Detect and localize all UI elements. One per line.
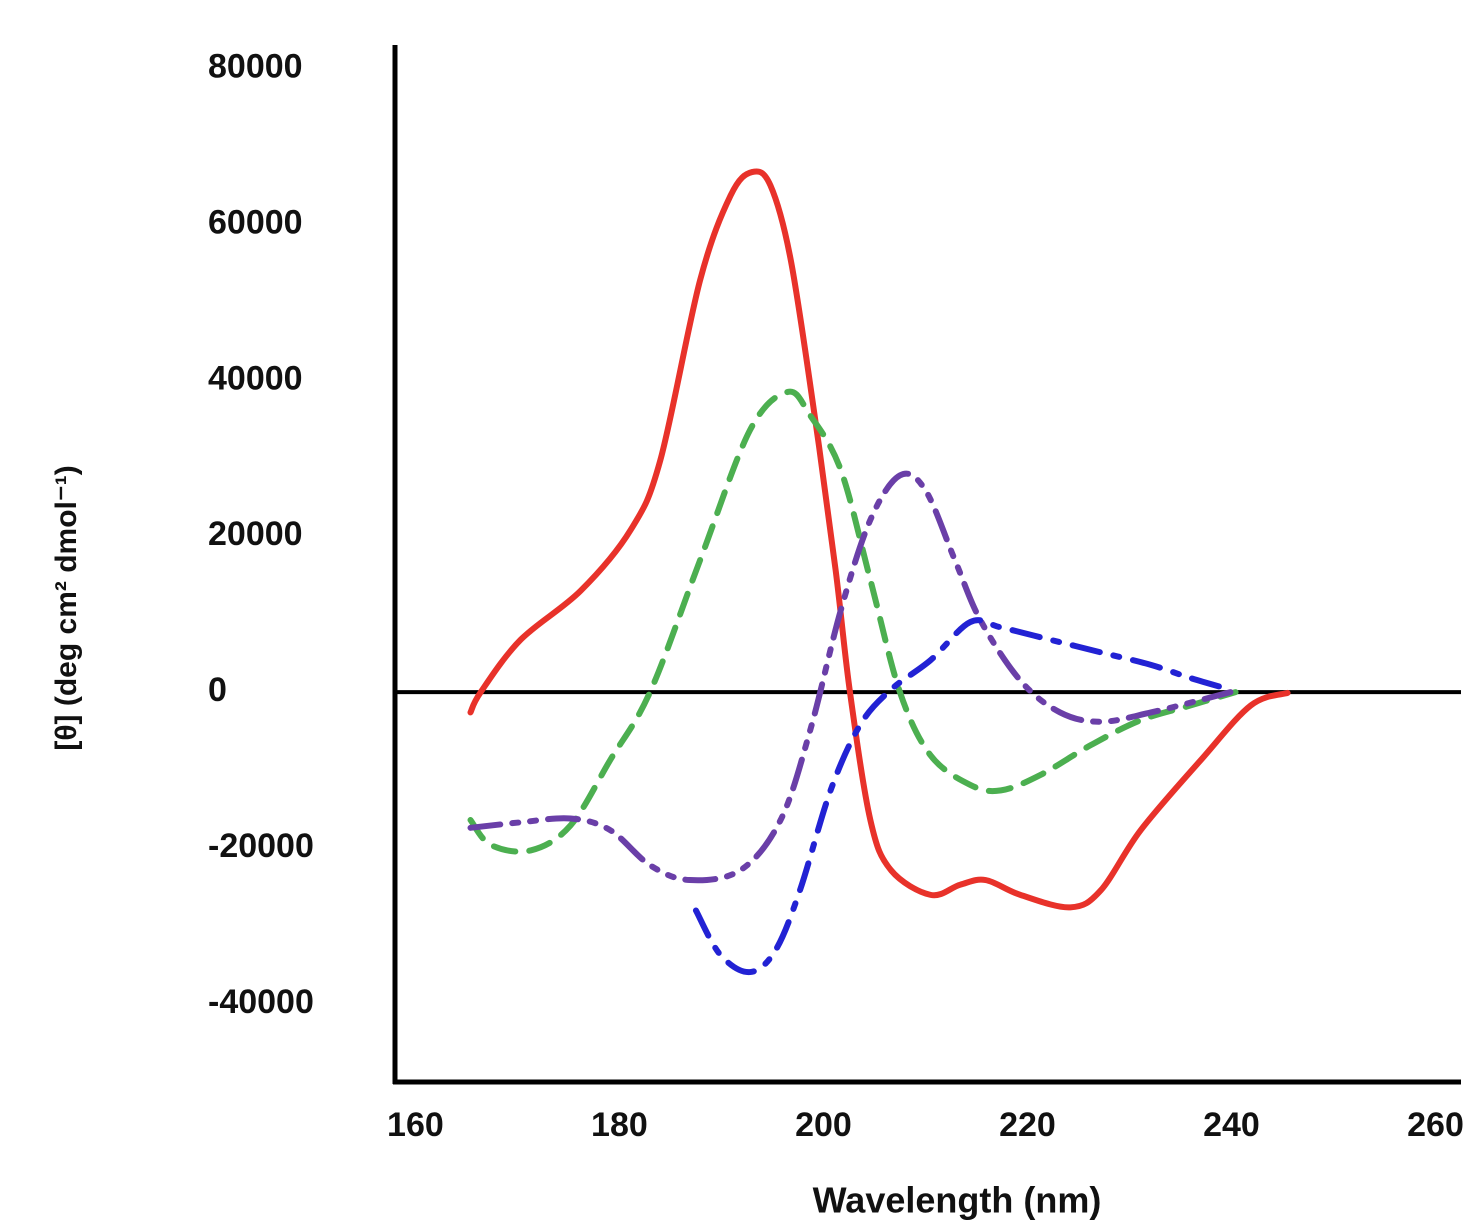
y-tick-label: 80000 bbox=[208, 47, 303, 85]
y-tick-label: 40000 bbox=[208, 359, 303, 397]
y-tick-label: 60000 bbox=[208, 203, 303, 241]
y-tick-label: -20000 bbox=[208, 827, 314, 865]
y-tick-label: -40000 bbox=[208, 983, 314, 1021]
y-tick-label: 0 bbox=[208, 671, 227, 709]
x-tick-label: 260 bbox=[1407, 1106, 1464, 1144]
y-tick-label: 20000 bbox=[208, 515, 303, 553]
x-tick-label: 160 bbox=[387, 1106, 444, 1144]
x-axis-label: Wavelength (nm) bbox=[813, 1180, 1102, 1221]
x-tick-label: 180 bbox=[591, 1106, 648, 1144]
y-axis-label: [θ] (deg cm² dmol⁻¹) bbox=[50, 465, 83, 750]
data-line bbox=[467, 470, 1234, 884]
x-tick-label: 240 bbox=[1203, 1106, 1260, 1144]
data-line bbox=[467, 388, 1239, 855]
data-line bbox=[692, 617, 1229, 976]
x-tick-label: 220 bbox=[999, 1106, 1056, 1144]
data-line bbox=[467, 168, 1291, 911]
x-tick-label: 200 bbox=[795, 1106, 852, 1144]
